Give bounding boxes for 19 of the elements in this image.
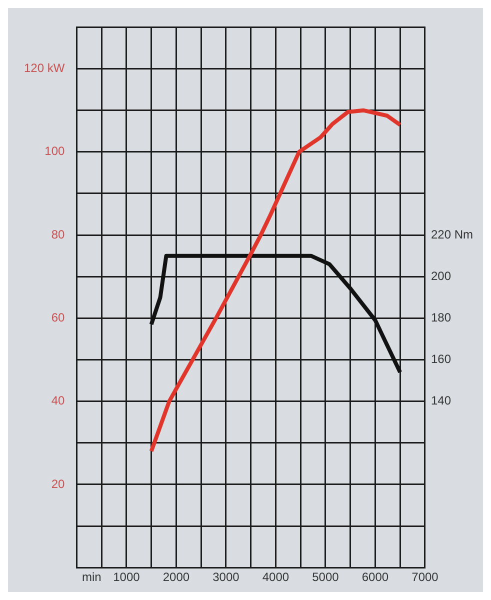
x-tick-label: 3000 — [212, 570, 240, 584]
y-tick-label: 120 kW — [24, 61, 66, 76]
y2-tick-label: 200 — [430, 268, 452, 283]
x-tick-label: 1000 — [113, 570, 140, 584]
y-tick-label: 20 — [51, 476, 65, 491]
y2-tick-label: 160 — [430, 352, 452, 366]
y-tick-label: 80 — [51, 227, 65, 242]
y-tick-label: 100 — [44, 144, 65, 158]
y2-tick-label: 180 — [430, 310, 452, 324]
y2-tick-label: 220 Nm — [430, 227, 474, 242]
x-tick-label: 7000 — [412, 570, 439, 584]
x-tick-label: 6000 — [362, 570, 389, 584]
y2-tick-label: 140 — [430, 394, 452, 408]
x-tick-label: 4000 — [262, 570, 290, 584]
y-tick-label: 60 — [51, 310, 65, 324]
x-tick-label: 5000 — [312, 570, 340, 584]
y-tick-label: 40 — [51, 394, 65, 408]
x-tick-label: 2000 — [162, 570, 190, 584]
x-axis-title: min — [82, 570, 102, 584]
